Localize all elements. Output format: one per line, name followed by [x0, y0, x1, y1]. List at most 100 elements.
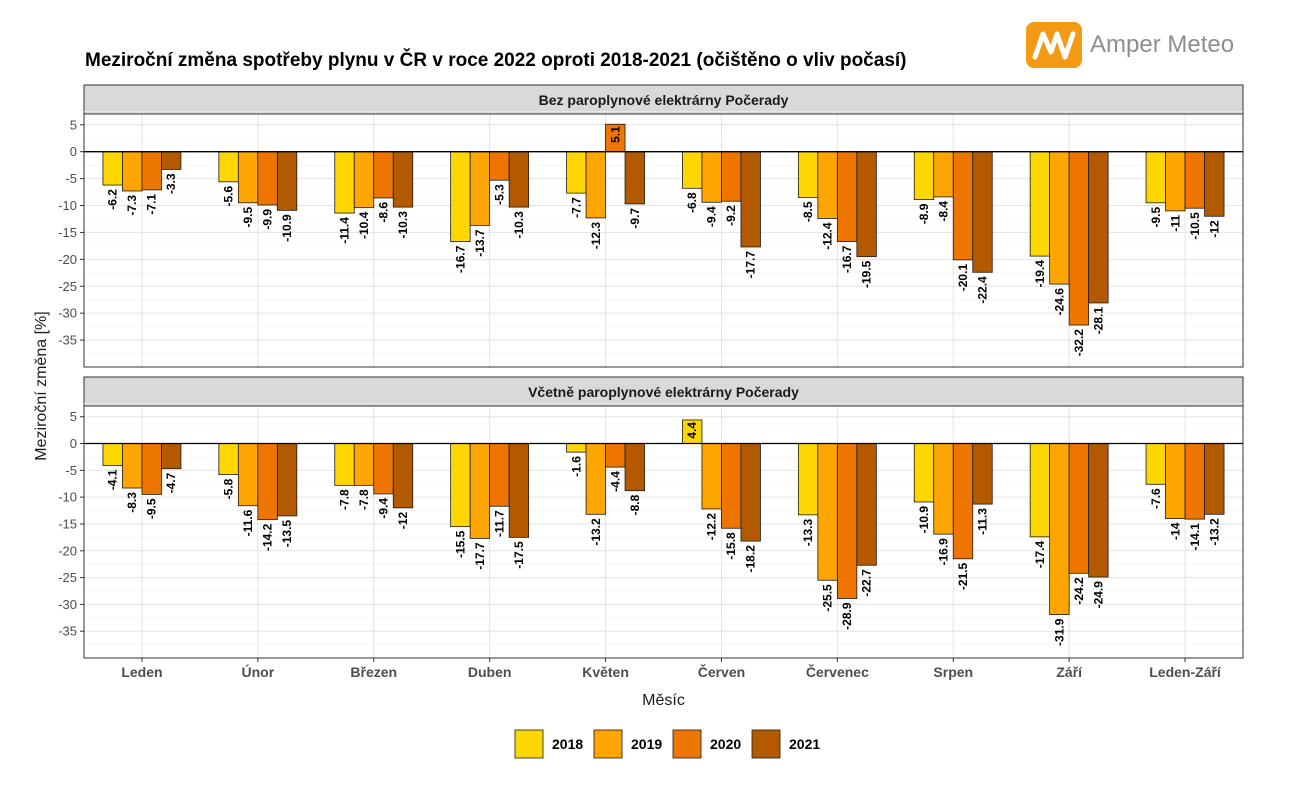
bar [141, 151, 162, 191]
bar [1204, 443, 1225, 515]
data-label: -12.4 [821, 222, 835, 250]
y-tick-label: -25 [58, 570, 77, 585]
data-label: 4.4 [685, 422, 699, 439]
data-label: -24.6 [1052, 288, 1066, 316]
y-tick-label: -35 [58, 624, 77, 639]
data-label: -13.5 [280, 520, 294, 548]
panel-border [83, 113, 1244, 368]
bar [817, 443, 838, 581]
brand-name: Amper Meteo [1090, 31, 1235, 58]
x-tick-label: Srpen [933, 664, 973, 680]
data-label: -28.1 [1091, 307, 1105, 335]
bar [1088, 151, 1109, 304]
data-label: -9.5 [145, 498, 159, 519]
data-label: -18.2 [744, 545, 758, 573]
data-label: -7.6 [1149, 488, 1163, 509]
data-label: -8.8 [628, 494, 642, 515]
bar [933, 151, 954, 198]
bar [450, 443, 471, 528]
bar [218, 443, 239, 476]
bar [1165, 151, 1186, 212]
bar [102, 151, 123, 186]
data-label: -11.4 [338, 217, 352, 244]
bar [797, 443, 819, 516]
panel-border [83, 405, 1244, 659]
bar [122, 443, 143, 489]
x-tick-label: Duben [468, 664, 512, 680]
bar [373, 443, 394, 495]
y-tick-label: 0 [70, 144, 77, 159]
data-label: -7.3 [125, 195, 139, 216]
y-tick-label: -15 [58, 225, 77, 240]
bar [624, 151, 645, 205]
data-label: -11.6 [241, 509, 255, 536]
bar [237, 443, 259, 507]
data-label: -9.2 [724, 205, 738, 226]
data-label: -20.1 [956, 264, 970, 292]
legend-swatch [751, 729, 781, 759]
x-tick-label: Leden-Září [1149, 664, 1222, 680]
bar [682, 151, 703, 189]
data-label: -31.9 [1052, 618, 1066, 646]
y-tick-label: 5 [70, 409, 77, 424]
data-label: -7.8 [357, 489, 371, 510]
data-label: -9.9 [261, 209, 275, 230]
chart-title: Meziroční změna spotřeby plynu v ČR v ro… [85, 50, 907, 71]
legend-label: 2020 [710, 736, 741, 752]
bar [913, 151, 935, 200]
bar [1165, 443, 1186, 519]
bar [392, 151, 414, 208]
bar [1145, 443, 1166, 485]
data-label: -32.2 [1072, 329, 1086, 357]
data-label: -11.3 [976, 508, 990, 535]
y-tick-label: -15 [58, 516, 77, 531]
bar [1029, 151, 1051, 257]
y-tick-label: 0 [70, 436, 77, 451]
bar [605, 443, 626, 468]
bar [489, 443, 510, 507]
data-label: -15.5 [453, 530, 467, 558]
bar [122, 151, 143, 192]
data-label: -6.8 [685, 192, 699, 213]
y-tick-label: 5 [70, 117, 77, 132]
bar [218, 151, 239, 183]
panel-title: Včetně paroplynové elektrárny Počerady [528, 384, 799, 400]
bar [933, 443, 954, 535]
y-tick-label: -5 [65, 171, 77, 186]
data-label: -17.4 [1033, 541, 1047, 569]
data-label: -3.3 [164, 173, 178, 194]
bar [469, 151, 491, 226]
bar [952, 443, 974, 560]
data-label: -4.1 [106, 469, 120, 490]
x-tick-label: Leden [121, 664, 162, 680]
bar [257, 151, 278, 206]
bar [585, 443, 606, 515]
data-label: 5.1 [608, 126, 622, 143]
data-label: -12.2 [705, 513, 719, 541]
data-label: -8.9 [917, 203, 931, 224]
data-label: -24.9 [1091, 581, 1105, 609]
bar [392, 443, 414, 509]
data-label: -19.5 [860, 260, 874, 288]
data-label: -12.3 [589, 222, 603, 250]
bar [566, 443, 587, 453]
y-tick-label: -5 [65, 463, 77, 478]
bar [1204, 151, 1225, 217]
bar [721, 151, 742, 202]
bar [1068, 151, 1090, 326]
bar [701, 151, 722, 203]
x-tick-label: Únor [242, 663, 275, 680]
data-label: -16.7 [840, 245, 854, 273]
bar [1088, 443, 1109, 578]
bar [373, 151, 394, 199]
data-label: -25.5 [821, 584, 835, 612]
data-label: -12 [1207, 220, 1221, 238]
bar [624, 443, 645, 492]
data-label: -15.8 [724, 532, 738, 560]
bar [508, 151, 530, 208]
bar [1049, 443, 1070, 615]
data-label: -5.3 [492, 184, 506, 205]
data-label: -14.2 [261, 523, 275, 551]
data-label: -10.3 [396, 211, 410, 239]
